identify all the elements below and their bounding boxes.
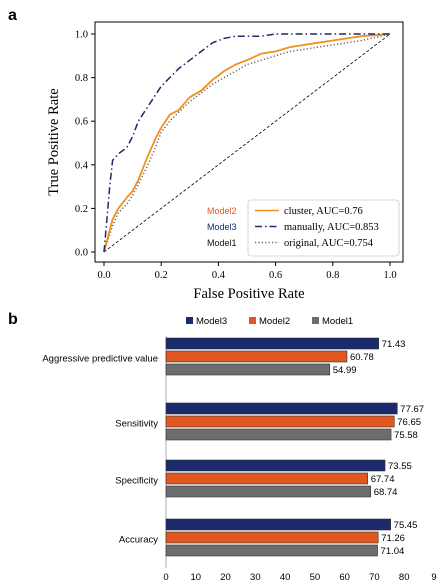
bar-model2-sensitivity [165,415,395,428]
bar-value-label: 54.99 [333,365,357,376]
bar-model2-accuracy [165,531,379,544]
legend-label-model3: Model3 [196,316,227,327]
roc-legend: cluster, AUC=0.76 manually, AUC=0.853 orig… [247,199,400,257]
x-tick-label: 40 [280,572,291,583]
x-tick-label: 80 [399,572,410,583]
legend-swatch-model2 [249,317,256,324]
legend-box [247,199,400,257]
legend-label-model1: Model1 [322,316,353,327]
legend-label-model2: Model2 [259,316,290,327]
y-tick-label: 0.2 [75,204,88,215]
panel-label-b: b [8,311,18,328]
x-tick-label: 30 [250,572,261,583]
bar-value-label: 75.45 [394,520,418,531]
x-tick-label: 0 [163,572,168,583]
x-tick-label: 20 [220,572,231,583]
category-label: Accuracy [119,535,158,546]
y-tick-label: 0.0 [75,248,88,259]
legend-entry-model2: cluster, AUC=0.76 [284,206,363,217]
roc-curve-model2 [103,33,391,253]
bar-value-label: 68.74 [374,487,398,498]
legend-model-tag-model1: Model1 [207,238,237,248]
x-tick-label: 60 [339,572,350,583]
roc-chart: a 0.0 0.2 0.4 0.6 0.8 1.0 0.0 0.2 0.4 0.6 0.8 1.0 Fa… [8,7,404,300]
x-tick-label: 0.8 [326,270,339,281]
legend-model-tag-model2: Model2 [207,206,237,216]
bar-model3-aggressive-predictive-value [165,337,380,350]
roc-plot-frame [94,21,404,263]
legend-model-tag-model3: Model3 [207,222,237,232]
x-tick-label: 1.0 [383,270,396,281]
y-tick-label: 0.6 [75,117,88,128]
x-tick-label: 0.6 [269,270,282,281]
bar-value-label: 60.78 [350,352,374,363]
panel-label-a: a [8,7,17,24]
category-label: Specificity [115,476,158,487]
x-tick-label: 70 [369,572,380,583]
x-tick-label: 0.0 [97,270,110,281]
x-tick-label: 50 [310,572,321,583]
legend-swatch-model3 [186,317,193,324]
bar-value-label: 73.55 [388,461,412,472]
legend-entry-model3: manually, AUC=0.853 [284,222,379,233]
bar-chart: b Model3 Model2 Model1 71.43 60.78 54.99 Aggre… [8,311,437,583]
x-tick-label: 10 [190,572,201,583]
bar-value-label: 75.58 [394,430,418,441]
bar-model1-accuracy [165,544,378,557]
bar-model1-aggressive-predictive-value [165,363,331,376]
bar-value-label: 76.65 [397,417,421,428]
category-label: Aggressive predictive value [42,354,158,365]
x-tick-label: 9 [431,572,436,583]
x-axis-label: False Positive Rate [193,286,304,300]
bar-value-label: 71.26 [381,533,405,544]
bar-value-label: 67.74 [371,474,395,485]
legend-swatch-model1 [312,317,319,324]
y-tick-label: 0.4 [75,160,89,171]
y-tick-label: 0.8 [75,73,88,84]
bar-model1-sensitivity [165,428,392,441]
category-label: Sensitivity [115,419,158,430]
bar-value-label: 71.04 [381,546,405,557]
y-axis-label: True Positive Rate [46,88,62,195]
bar-model1-specificity [165,485,371,498]
x-tick-label: 0.2 [155,270,168,281]
y-tick-label: 1.0 [75,30,88,41]
bar-model2-specificity [165,472,369,485]
bar-model3-specificity [165,459,386,472]
roc-curve-model3 [103,33,390,253]
bar-model2-aggressive-predictive-value [165,350,348,363]
bar-value-label: 71.43 [382,339,406,350]
legend-entry-model1: original, AUC=0.754 [284,238,374,249]
bar-model3-accuracy [165,518,391,531]
bar-value-label: 77.67 [400,404,424,415]
bar-model3-sensitivity [165,402,398,415]
x-tick-label: 0.4 [212,270,226,281]
